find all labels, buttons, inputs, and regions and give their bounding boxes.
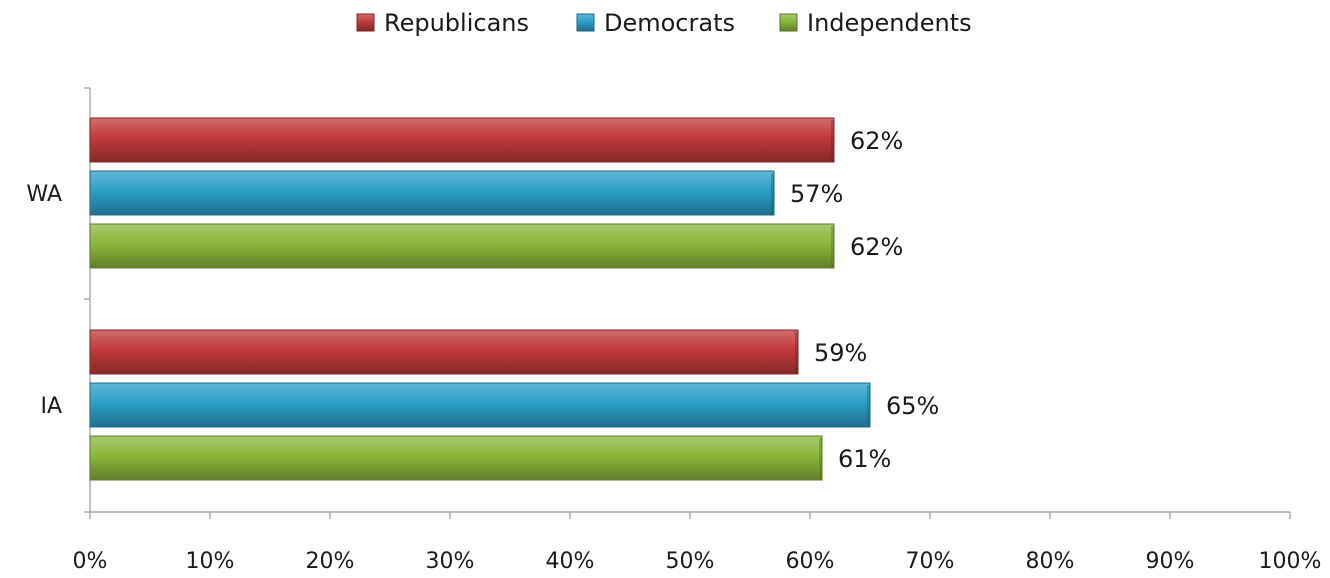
x-tick-label: 90%: [1146, 549, 1195, 574]
data-label-wa-democrats: 57%: [790, 180, 843, 208]
x-tick-label: 100%: [1259, 549, 1322, 574]
x-tick-label: 80%: [1026, 549, 1075, 574]
x-tick-label: 50%: [666, 549, 715, 574]
bar-shadow: [819, 438, 822, 480]
x-tick-label: 70%: [906, 549, 955, 574]
data-label-wa-republicans: 62%: [850, 127, 903, 155]
data-label-wa-independents: 62%: [850, 233, 903, 261]
bar-shadow: [795, 332, 798, 374]
bar-shadow: [831, 226, 834, 268]
bar-ia-republicans: [89, 329, 799, 375]
bar-ia-independents: [89, 435, 823, 481]
bar-wa-independents: [89, 223, 835, 269]
data-label-ia-democrats: 65%: [886, 392, 939, 420]
x-tick-label: 10%: [186, 549, 235, 574]
bar-ia-democrats: [89, 382, 871, 428]
data-label-ia-republicans: 59%: [814, 339, 867, 367]
x-tick-label: 20%: [306, 549, 355, 574]
category-label-ia: IA: [40, 394, 62, 419]
axes: 0% 10% 20% 30% 40% 50% 60% 70% 80% 90% 100% WA IA: [26, 87, 1322, 574]
legend-swatch-democrats: [576, 13, 595, 32]
data-labels: 62%57%62% 59% 65% 61%: [790, 127, 939, 473]
bar-wa-republicans: [89, 117, 835, 163]
legend-label-independents: Independents: [807, 9, 972, 37]
legend-label-republicans: Republicans: [384, 9, 529, 37]
category-label-wa: WA: [26, 182, 62, 207]
bar-shadow: [867, 385, 870, 427]
x-tick-label: 60%: [786, 549, 835, 574]
bar-shadow: [831, 120, 834, 162]
x-tick-label: 40%: [546, 549, 595, 574]
bars: [89, 117, 871, 481]
bar-shadow: [771, 173, 774, 215]
x-tick-label: 30%: [426, 549, 475, 574]
data-label-ia-independents: 61%: [838, 445, 891, 473]
legend-swatch-independents: [779, 13, 798, 32]
legend-swatch-republicans: [356, 13, 375, 32]
bar-wa-democrats: [89, 170, 775, 216]
legend-label-democrats: Democrats: [604, 9, 735, 37]
legend: Republicans Democrats Independents: [356, 9, 972, 37]
x-tick-label: 0%: [73, 549, 108, 574]
